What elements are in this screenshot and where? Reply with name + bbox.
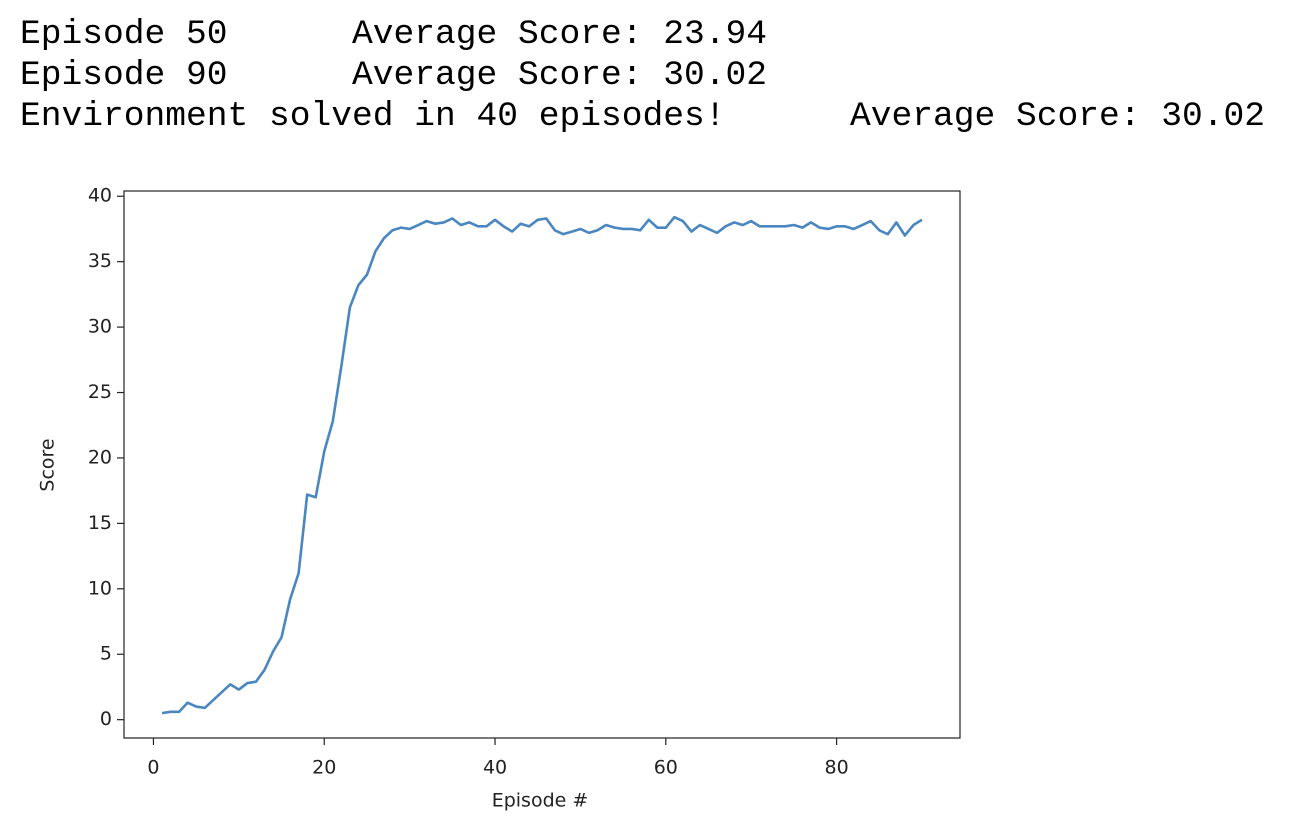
y-tick-label: 30: [88, 316, 112, 338]
y-tick-label: 10: [88, 577, 112, 599]
output-line: Environment solved in 40 episodes! Avera…: [20, 97, 1266, 136]
plot-frame: [123, 190, 961, 739]
x-tick-label: 20: [312, 757, 336, 779]
y-tick-label: 0: [100, 708, 112, 730]
y-tick-label: 25: [88, 381, 112, 403]
y-axis-label: Score: [37, 438, 59, 491]
y-tick-label: 35: [88, 250, 112, 272]
x-tick-label: 40: [483, 757, 507, 779]
output-line: Episode 50 Average Score: 23.94: [20, 15, 768, 54]
x-tick-label: 60: [654, 757, 678, 779]
y-tick-label: 40: [88, 185, 112, 207]
y-tick-label: 15: [88, 512, 112, 534]
y-tick-label: 5: [100, 643, 112, 665]
x-tick-label: 0: [147, 757, 159, 779]
data-line: [161, 215, 923, 715]
output-line: Episode 90 Average Score: 30.02: [20, 56, 768, 95]
y-tick-label: 20: [88, 446, 112, 468]
x-tick-label: 80: [825, 757, 849, 779]
x-axis-label: Episode #: [492, 790, 589, 812]
